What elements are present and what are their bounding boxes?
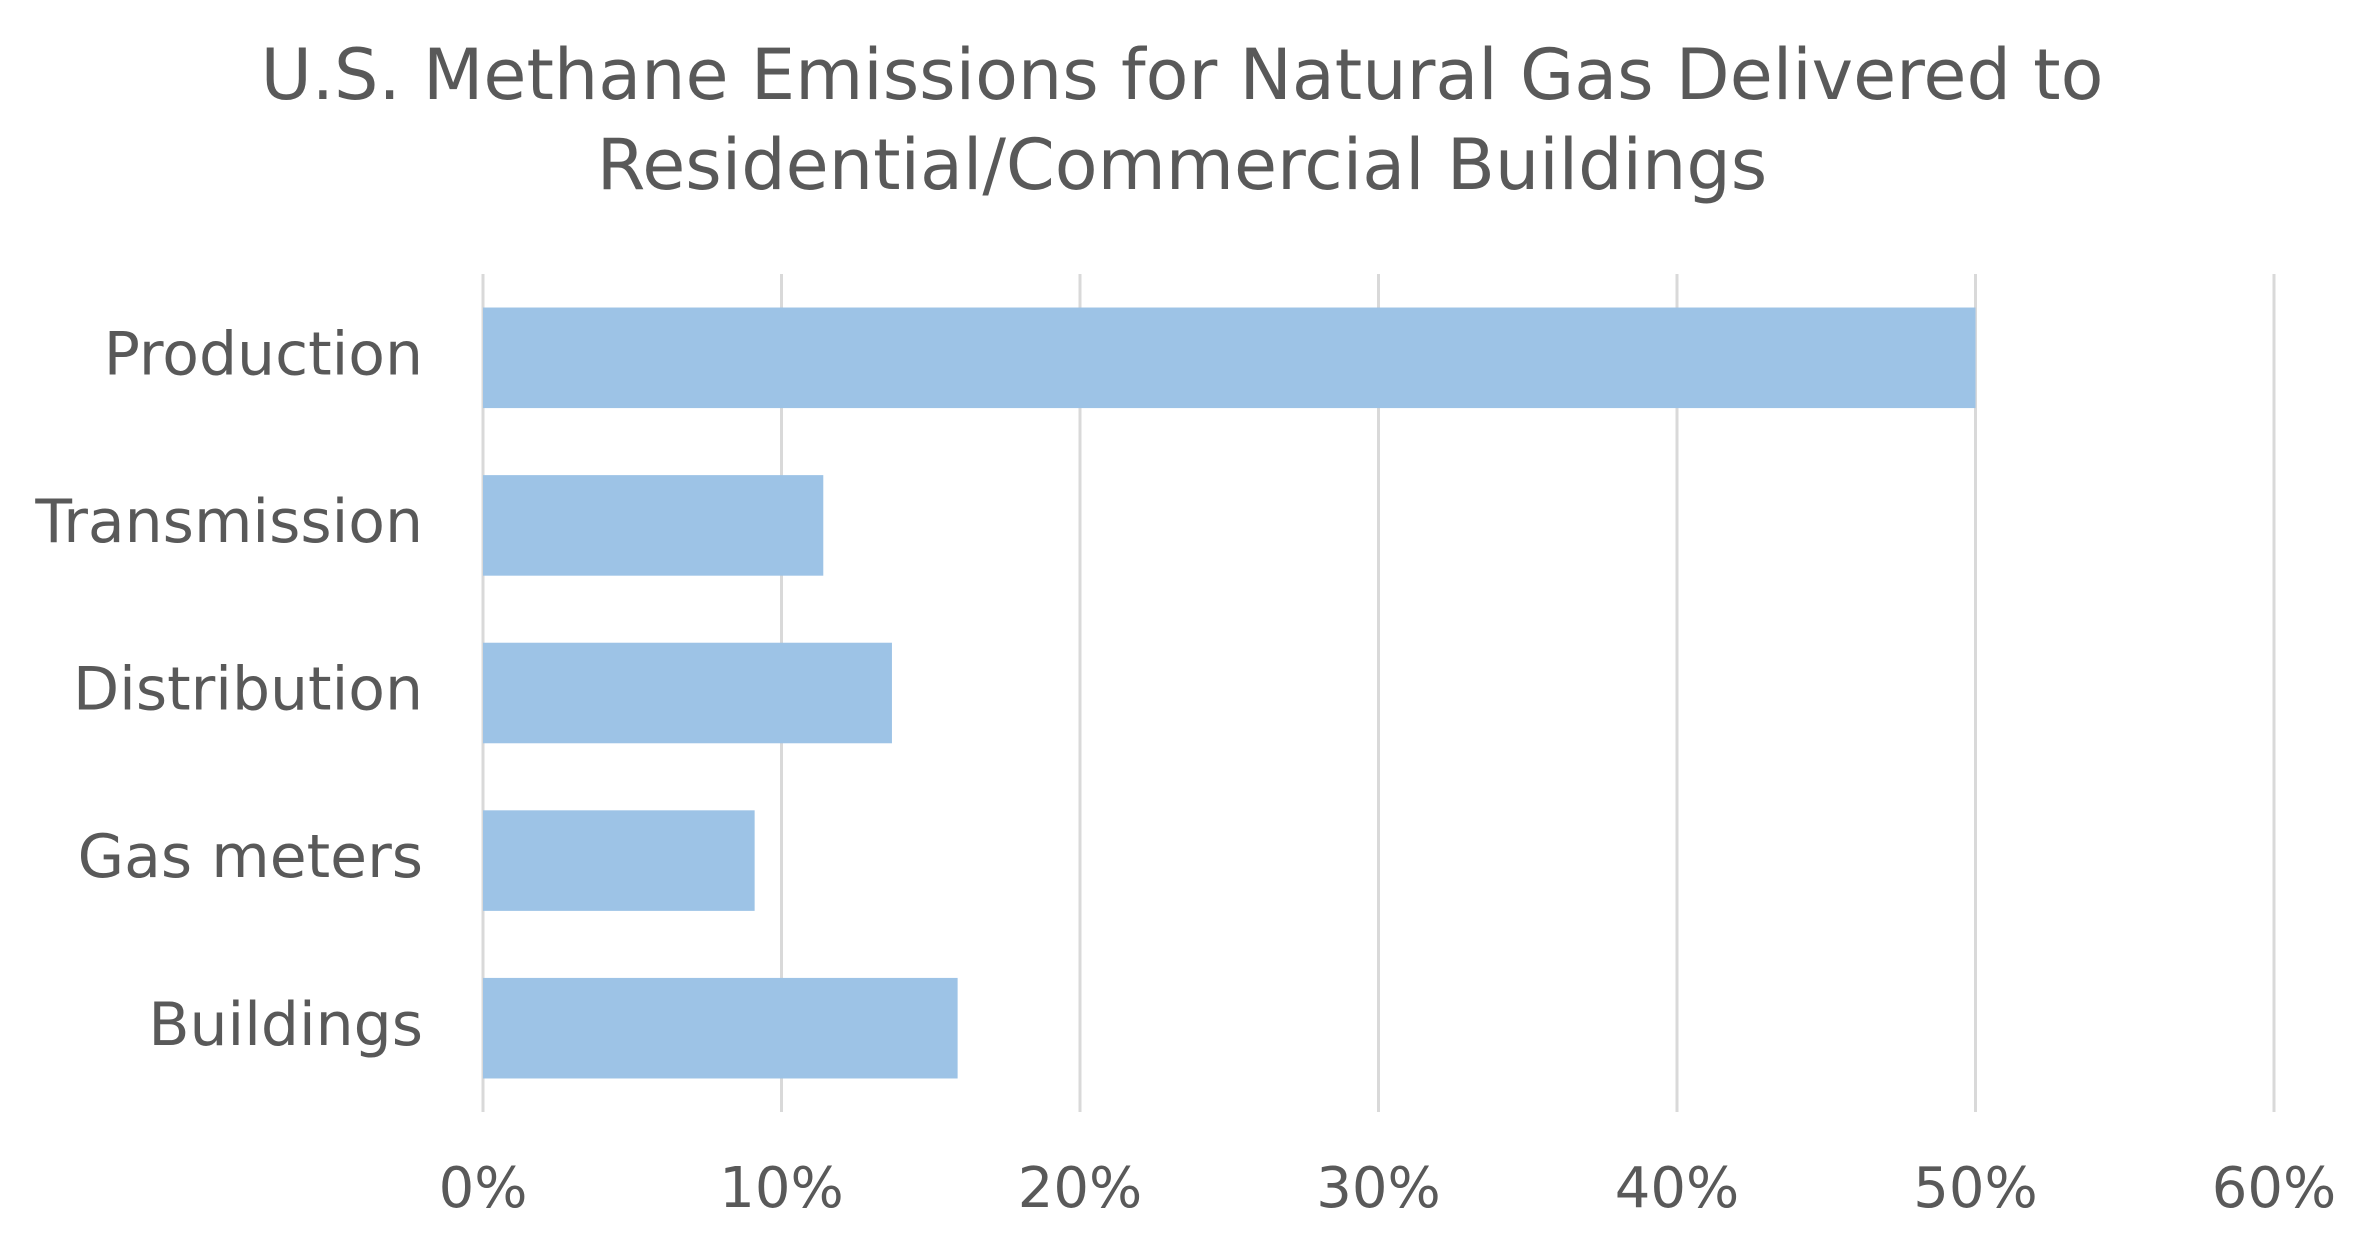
y-tick-label: Production	[104, 319, 423, 389]
x-tick-label: 60%	[2212, 1156, 2336, 1221]
x-tick-label: 30%	[1316, 1156, 1440, 1221]
bar	[483, 307, 1976, 409]
bar	[483, 642, 892, 744]
y-tick-label: Transmission	[34, 487, 423, 557]
bar	[483, 810, 755, 911]
y-tick-label: Gas meters	[78, 822, 423, 892]
bar	[483, 475, 824, 576]
y-tick-label: Distribution	[73, 655, 423, 725]
chart-title: U.S. Methane Emissions for Natural Gas D…	[260, 34, 2104, 206]
x-tick-label: 10%	[719, 1156, 843, 1221]
x-tick-label: 0%	[439, 1156, 528, 1221]
x-tick-label: 50%	[1913, 1156, 2037, 1221]
x-tick-label: 20%	[1018, 1156, 1142, 1221]
bar	[483, 977, 958, 1079]
y-tick-label: Buildings	[148, 990, 423, 1060]
x-tick-label: 40%	[1615, 1156, 1739, 1221]
